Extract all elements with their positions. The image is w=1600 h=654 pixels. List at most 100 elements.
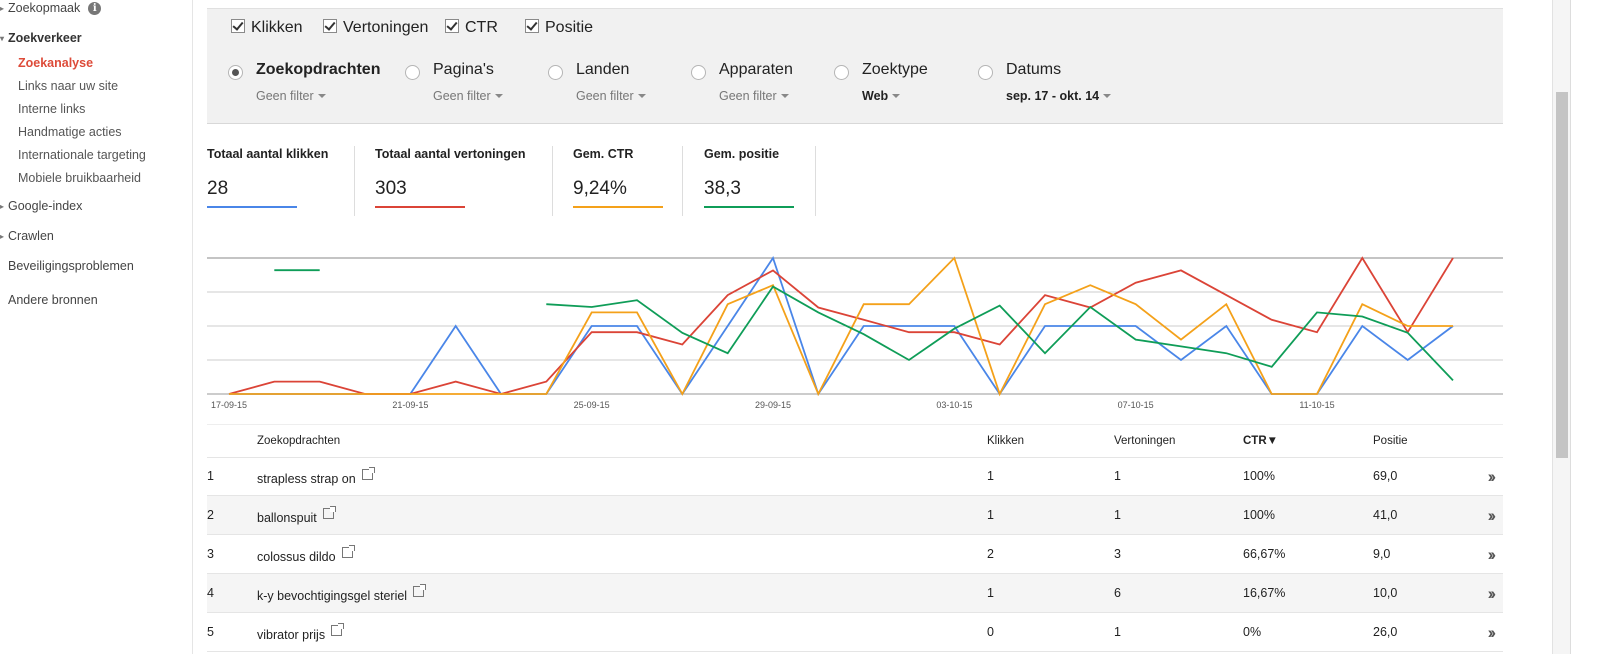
column-header-query[interactable]: Zoekopdrachten bbox=[257, 435, 341, 447]
external-link-icon[interactable] bbox=[341, 545, 355, 558]
row-number: 1 bbox=[207, 469, 214, 483]
x-tick-label: 29-09-15 bbox=[755, 400, 791, 410]
total-impressions-value: 303 bbox=[375, 178, 407, 199]
sidebar-item-crawlen[interactable]: ▸ Crawlen bbox=[0, 229, 54, 243]
x-tick-label: 21-09-15 bbox=[392, 400, 428, 410]
dropdown-caret-icon bbox=[780, 94, 789, 98]
ctr-cell: 16,67% bbox=[1243, 586, 1286, 600]
checkbox-vertoningen[interactable]: Vertoningen bbox=[323, 19, 428, 37]
impressions-cell: 6 bbox=[1114, 586, 1121, 600]
x-tick-label: 25-09-15 bbox=[574, 400, 610, 410]
row-number: 3 bbox=[207, 547, 214, 561]
series-line-vertoningen bbox=[228, 256, 1454, 395]
table-row[interactable]: 2 ballonspuit 1 1 100% 41,0 ›› bbox=[207, 496, 1503, 535]
clicks-cell: 1 bbox=[987, 469, 994, 483]
sidebar-item-beveiligingsproblemen[interactable]: Beveiligingsproblemen bbox=[8, 259, 134, 273]
divider bbox=[552, 146, 553, 216]
external-link-icon[interactable] bbox=[331, 623, 345, 636]
query-link[interactable]: strapless strap on bbox=[257, 467, 375, 486]
clicks-cell: 0 bbox=[987, 625, 994, 639]
average-ctr-value: 9,24% bbox=[573, 178, 627, 199]
grouping-bar: Zoekopdrachten Geen filter Pagina's Geen… bbox=[207, 48, 1503, 124]
checkbox-checked-icon bbox=[525, 19, 539, 33]
total-impressions: Totaal aantal vertoningen 303 bbox=[375, 147, 526, 208]
expanded-arrow-icon: ▾ bbox=[0, 34, 5, 44]
checkbox-positie[interactable]: Positie bbox=[525, 19, 593, 37]
checkbox-ctr[interactable]: CTR bbox=[445, 19, 498, 37]
sidebar-item-zoekverkeer[interactable]: ▾ Zoekverkeer bbox=[0, 31, 82, 45]
checkbox-klikken[interactable]: Klikken bbox=[231, 19, 303, 37]
row-number: 4 bbox=[207, 586, 214, 600]
double-chevron-right-icon[interactable]: ›› bbox=[1487, 545, 1497, 564]
series-line-ctr bbox=[229, 256, 1453, 397]
filter-dropdown-zoektype[interactable]: Web bbox=[862, 89, 901, 103]
sidebar-item-internationale-targeting[interactable]: Internationale targeting bbox=[18, 148, 146, 162]
query-link[interactable]: colossus dildo bbox=[257, 545, 355, 564]
query-link[interactable]: k-y bevochtigingsgel steriel bbox=[257, 584, 427, 603]
sidebar-item-mobiele-bruikbaarheid[interactable]: Mobiele bruikbaarheid bbox=[18, 171, 141, 185]
checkbox-checked-icon bbox=[445, 19, 459, 33]
table-row[interactable]: 3 colossus dildo 2 3 66,67% 9,0 ›› bbox=[207, 535, 1503, 574]
average-position-underline bbox=[704, 206, 794, 208]
table-row[interactable]: 5 vibrator prijs 0 1 0% 26,0 ›› bbox=[207, 613, 1503, 652]
sidebar-item-google-index[interactable]: ▸ Google-index bbox=[0, 199, 83, 213]
radio-empty-icon bbox=[405, 65, 420, 80]
x-tick-label: 07-10-15 bbox=[1118, 400, 1154, 410]
filter-dropdown-datums[interactable]: sep. 17 - okt. 14 bbox=[1006, 89, 1112, 103]
side-panel bbox=[1570, 0, 1600, 654]
radio-empty-icon bbox=[978, 65, 993, 80]
position-cell: 69,0 bbox=[1373, 469, 1398, 483]
sidebar-item-links-naar-uw-site[interactable]: Links naar uw site bbox=[18, 79, 119, 93]
clicks-cell: 1 bbox=[987, 508, 994, 522]
external-link-icon[interactable] bbox=[413, 584, 427, 597]
table-row[interactable]: 4 k-y bevochtigingsgel steriel 1 6 16,67… bbox=[207, 574, 1503, 613]
total-impressions-underline bbox=[375, 206, 465, 208]
double-chevron-right-icon[interactable]: ›› bbox=[1487, 506, 1497, 525]
ctr-cell: 0% bbox=[1243, 625, 1262, 639]
divider bbox=[354, 146, 355, 216]
checkbox-checked-icon bbox=[323, 19, 337, 33]
series-line-positie bbox=[546, 285, 1454, 382]
sidebar-item-zoekanalyse[interactable]: Zoekanalyse bbox=[18, 56, 94, 70]
dropdown-caret-icon bbox=[1103, 94, 1112, 98]
column-header-ctr[interactable]: CTR▼ bbox=[1243, 435, 1279, 447]
divider bbox=[815, 146, 816, 216]
position-cell: 26,0 bbox=[1373, 625, 1398, 639]
collapsed-arrow-icon: ▸ bbox=[0, 202, 5, 212]
impressions-cell: 1 bbox=[1114, 469, 1121, 483]
total-clicks-underline bbox=[207, 206, 297, 208]
row-number: 5 bbox=[207, 625, 214, 639]
average-position: Gem. positie 38,3 bbox=[704, 147, 794, 208]
filter-dropdown-paginas[interactable]: Geen filter bbox=[433, 89, 503, 103]
query-link[interactable]: ballonspuit bbox=[257, 506, 336, 525]
vertical-scrollbar[interactable] bbox=[1552, 0, 1571, 654]
scrollbar-thumb[interactable] bbox=[1556, 92, 1568, 458]
position-cell: 10,0 bbox=[1373, 586, 1398, 600]
double-chevron-right-icon[interactable]: ›› bbox=[1487, 623, 1497, 642]
column-header-clicks[interactable]: Klikken bbox=[987, 435, 1025, 447]
sidebar-item-interne-links[interactable]: Interne links bbox=[18, 102, 86, 116]
radio-empty-icon bbox=[834, 65, 849, 80]
search-analytics-panel: Klikken Vertoningen CTR Positie Zoekopdr… bbox=[207, 0, 1503, 654]
position-cell: 41,0 bbox=[1373, 508, 1398, 522]
sidebar-item-andere-bronnen[interactable]: Andere bronnen bbox=[8, 293, 98, 307]
x-tick-label: 11-10-15 bbox=[1299, 400, 1334, 410]
filter-dropdown-landen[interactable]: Geen filter bbox=[576, 89, 646, 103]
average-ctr: Gem. CTR 9,24% bbox=[573, 147, 663, 208]
sidebar-item-handmatige-acties[interactable]: Handmatige acties bbox=[18, 125, 122, 139]
query-link[interactable]: vibrator prijs bbox=[257, 623, 345, 642]
double-chevron-right-icon[interactable]: ›› bbox=[1487, 467, 1497, 486]
info-icon[interactable]: i bbox=[88, 2, 102, 16]
double-chevron-right-icon[interactable]: ›› bbox=[1487, 584, 1497, 603]
dropdown-caret-icon bbox=[637, 94, 646, 98]
external-link-icon[interactable] bbox=[322, 506, 336, 519]
x-tick-label: 17-09-15 bbox=[211, 400, 247, 410]
column-header-impressions[interactable]: Vertoningen bbox=[1114, 435, 1176, 447]
external-link-icon[interactable] bbox=[361, 467, 375, 480]
column-header-position[interactable]: Positie bbox=[1373, 435, 1408, 447]
filter-dropdown-apparaten[interactable]: Geen filter bbox=[719, 89, 789, 103]
sidebar-item-zoekopmaak[interactable]: ▸ Zoekopmaak i bbox=[0, 1, 102, 16]
collapsed-arrow-icon: ▸ bbox=[0, 4, 5, 14]
filter-dropdown-zoekopdrachten[interactable]: Geen filter bbox=[256, 89, 326, 103]
table-row[interactable]: 1 strapless strap on 1 1 100% 69,0 ›› bbox=[207, 457, 1503, 496]
